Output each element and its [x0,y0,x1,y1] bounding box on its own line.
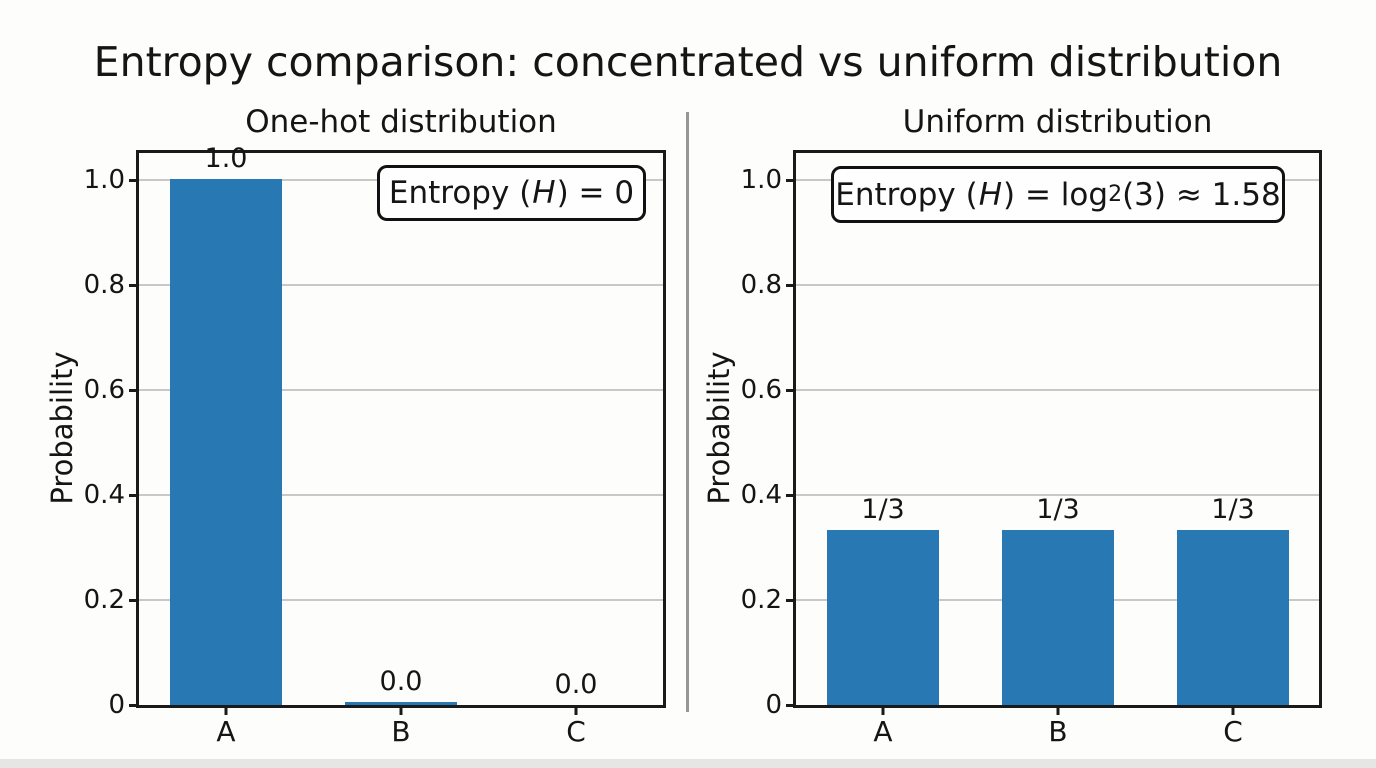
y-tick-label: 1.0 [83,165,125,195]
figure-title: Entropy comparison: concentrated vs unif… [93,38,1283,86]
right-chart-title: Uniform distribution [902,104,1213,140]
y-tick-label: 0.6 [83,375,125,405]
x-tick-mark [1231,705,1235,715]
right-chart-plot-area: 0 0.2 0.4 0.6 0.8 1.0 1/3 1/3 1/3 A B C … [741,150,1322,746]
annotation-text: Entropy ( [388,175,532,211]
bar-value-label: 1/3 [1211,493,1255,525]
annotation-text: (3) ≈ 1.58 [1122,176,1281,213]
y-tick-mark [786,179,796,182]
gridline-0.8 [139,284,663,286]
y-tick-label: 0.4 [83,480,125,510]
bar-B [1002,529,1114,705]
x-tick-label-C: C [566,715,586,748]
y-tick-mark [129,599,139,602]
bar-value-label: 1/3 [1036,493,1080,525]
x-tick-mark [881,705,885,715]
y-tick-mark [129,389,139,392]
y-tick-label: 1.0 [740,165,782,195]
x-tick-mark [1056,705,1060,715]
y-tick-label: 0.4 [740,480,782,510]
annotation-variable: H [978,176,1003,213]
annotation-text: ) = log [1003,176,1109,213]
gridline-0.8 [796,284,1319,286]
x-tick-label-B: B [1048,715,1068,748]
bar-value-label: 0.0 [379,666,423,698]
bar-value-label: 0.0 [554,669,598,700]
right-y-axis-label: Probability [702,351,736,505]
bar-value-label: 1.0 [204,143,248,175]
bar-C [1177,529,1289,705]
y-tick-label: 0.2 [83,585,125,615]
x-tick-label-C: C [1223,715,1243,748]
y-tick-mark [129,179,139,182]
y-tick-mark [786,599,796,602]
left-chart-title: One-hot distribution [245,104,557,140]
y-tick-label: 0.8 [83,270,125,300]
left-chart-plot-area: 0 0.2 0.4 0.6 0.8 1.0 1.0 0.0 0.0 A B C … [84,145,666,746]
panel-divider-line [686,112,689,712]
y-tick-mark [786,389,796,392]
y-tick-label: 0.2 [740,585,782,615]
y-tick-mark [786,704,796,707]
annotation-variable: H [532,175,556,211]
y-tick-label: 0 [765,690,782,720]
x-tick-mark [399,705,403,715]
bar-A [170,179,282,705]
x-tick-mark [224,705,228,715]
left-y-axis-label: Probability [45,351,79,505]
x-tick-label-A: A [216,715,236,748]
annotation-text: ) = 0 [556,175,635,211]
gridline-0.6 [796,389,1319,391]
y-tick-mark [786,284,796,287]
x-tick-label-B: B [391,715,411,748]
x-tick-mark [574,705,578,715]
y-tick-mark [129,284,139,287]
gridline-0.4 [139,494,663,496]
y-tick-label: 0.8 [740,270,782,300]
gridline-0.4 [796,494,1319,496]
bottom-edge-artifact [0,759,1376,768]
annotation-text: Entropy ( [835,176,978,213]
entropy-annotation-box: Entropy (H) = log 2 (3) ≈ 1.58 [831,166,1285,223]
y-tick-mark [129,494,139,497]
gridline-0.2 [139,599,663,601]
gridline-0.6 [139,389,663,391]
bar-value-label: 1/3 [861,493,905,525]
bar-A [827,529,939,705]
y-tick-mark [786,494,796,497]
y-tick-mark [129,704,139,707]
y-tick-label: 0.6 [740,375,782,405]
entropy-annotation-box: Entropy (H) = 0 [377,165,646,221]
y-tick-label: 0 [108,690,125,720]
x-tick-label-A: A [873,715,893,748]
bar-B [345,702,457,705]
